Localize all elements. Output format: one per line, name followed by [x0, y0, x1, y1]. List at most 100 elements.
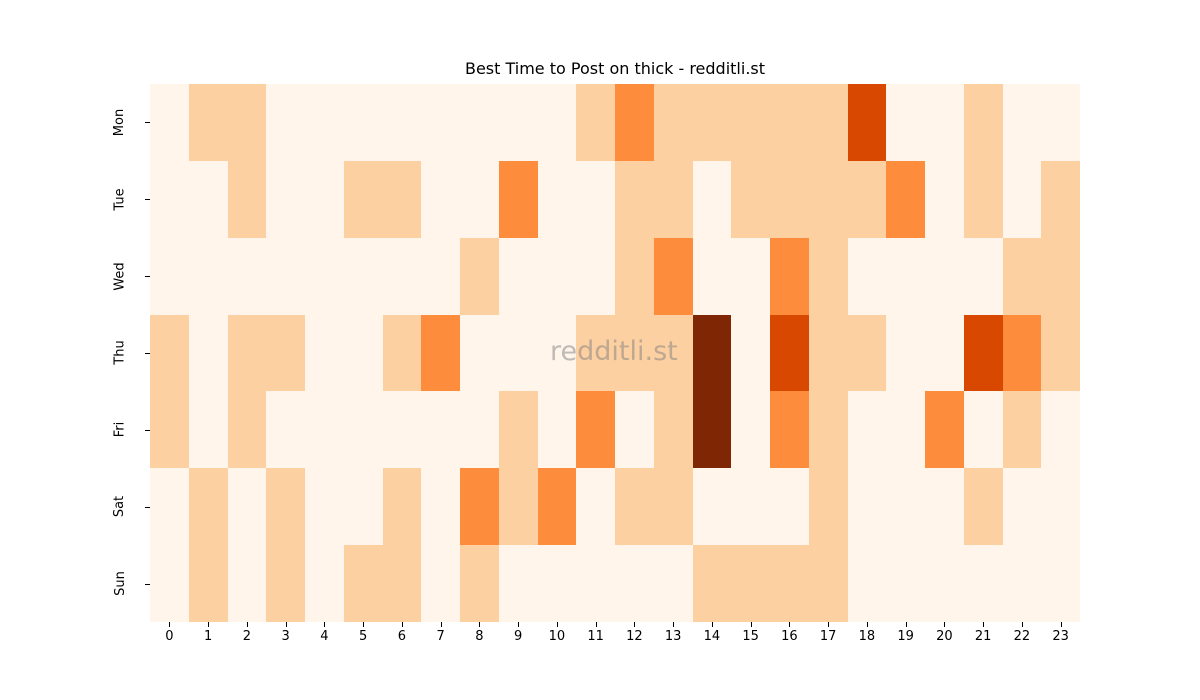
heatmap-cell — [847, 237, 887, 315]
watermark: redditli.st — [550, 336, 678, 367]
x-tick-mark — [595, 622, 597, 627]
x-tick-label: 8 — [475, 629, 484, 644]
x-tick-label: 6 — [397, 629, 407, 644]
heatmap-cell — [886, 391, 925, 469]
heatmap-cell — [382, 391, 422, 469]
x-tick-label: 20 — [936, 629, 953, 644]
heatmap-cell — [615, 160, 654, 238]
heatmap-cell — [150, 545, 189, 622]
heatmap-cell — [305, 391, 344, 469]
heatmap-cell — [808, 545, 848, 622]
heatmap-cell — [692, 84, 732, 161]
x-tick-label: 13 — [664, 629, 682, 644]
heatmap-cell — [770, 391, 809, 469]
x-tick-label: 15 — [742, 629, 759, 644]
heatmap-cell — [692, 160, 732, 238]
heatmap-cell — [731, 391, 770, 469]
y-tick-label: Thu — [100, 315, 140, 392]
heatmap-cell — [460, 237, 499, 315]
heatmap-cell — [382, 237, 422, 315]
heatmap-cell — [731, 84, 770, 161]
heatmap-cell — [808, 160, 848, 238]
heatmap-cell — [615, 237, 654, 315]
heatmap-cell — [266, 391, 305, 469]
x-tick-label: 4 — [320, 629, 329, 644]
x-tick-mark — [324, 622, 326, 627]
heatmap-cell — [343, 468, 383, 546]
x-tick-label: 11 — [587, 629, 604, 644]
x-tick-mark — [246, 622, 248, 627]
heatmap-cell — [266, 468, 305, 546]
heatmap-cell — [1002, 160, 1042, 238]
heatmap-cell — [227, 391, 267, 469]
heatmap-cell — [460, 314, 499, 392]
heatmap-cell — [266, 237, 305, 315]
y-tick-mark — [145, 199, 150, 201]
y-tick-label: Sat — [100, 468, 140, 545]
heatmap-cell — [731, 314, 770, 392]
heatmap-cell — [188, 391, 228, 469]
heatmap-cell — [266, 545, 305, 622]
x-tick-mark — [866, 622, 868, 627]
heatmap-cell — [421, 545, 460, 622]
heatmap-cell — [188, 314, 228, 392]
x-tick-label: 16 — [781, 629, 798, 644]
y-tick-text: Sat — [112, 496, 128, 518]
heatmap-cell — [925, 160, 964, 238]
heatmap-cell — [963, 468, 1003, 546]
heatmap-cell — [537, 84, 577, 161]
heatmap-cell — [188, 468, 228, 546]
heatmap-cell — [382, 314, 422, 392]
heatmap-cell — [1041, 84, 1080, 161]
x-tick-mark — [944, 622, 946, 627]
heatmap-cell — [343, 237, 383, 315]
heatmap-cell — [1041, 468, 1080, 546]
y-tick-text: Wed — [112, 261, 128, 291]
y-tick-label: Mon — [100, 84, 140, 161]
y-tick-text: Fri — [112, 422, 128, 438]
y-tick-mark — [145, 506, 150, 508]
heatmap-cell — [498, 160, 538, 238]
heatmap-cell — [653, 160, 693, 238]
heatmap-cell — [653, 391, 693, 469]
x-tick-label: 14 — [703, 629, 721, 644]
heatmap-cell — [925, 314, 964, 392]
heatmap-cell — [770, 84, 809, 161]
heatmap-cell — [731, 545, 770, 622]
heatmap-cell — [963, 84, 1003, 161]
heatmap-cell — [925, 545, 964, 622]
y-tick-mark — [145, 276, 150, 278]
heatmap-cell — [498, 84, 538, 161]
x-tick-mark — [479, 622, 481, 627]
heatmap-cell — [925, 391, 964, 469]
heatmap-cell — [1002, 314, 1042, 392]
heatmap-cell — [537, 391, 577, 469]
x-tick-mark — [285, 622, 287, 627]
y-tick-text: Tue — [112, 188, 128, 211]
heatmap-cell — [150, 160, 189, 238]
heatmap-cell — [460, 545, 499, 622]
y-tick-label: Tue — [100, 161, 140, 238]
heatmap-cell — [421, 314, 460, 392]
heatmap-grid — [150, 84, 1080, 622]
y-axis-labels: Mon Tue Wed Thu Fri Sat Sun — [100, 84, 150, 622]
x-tick-mark — [983, 622, 985, 627]
heatmap-cell — [1002, 84, 1042, 161]
heatmap-cell — [266, 84, 305, 161]
x-tick-label: 0 — [165, 629, 174, 644]
x-tick-mark — [1021, 622, 1023, 627]
x-tick-mark — [634, 622, 636, 627]
heatmap-cell — [576, 391, 615, 469]
heatmap-cell — [460, 468, 499, 546]
y-tick-label: Wed — [100, 238, 140, 315]
x-tick-mark — [828, 622, 830, 627]
x-tick-mark — [789, 622, 791, 627]
heatmap-cell — [692, 391, 732, 469]
heatmap-cell — [847, 545, 887, 622]
heatmap-cell — [343, 545, 383, 622]
x-tick-mark — [905, 622, 907, 627]
heatmap-cell — [227, 314, 267, 392]
heatmap-cell — [1002, 391, 1042, 469]
heatmap-cell — [227, 545, 267, 622]
heatmap-cell — [227, 84, 267, 161]
